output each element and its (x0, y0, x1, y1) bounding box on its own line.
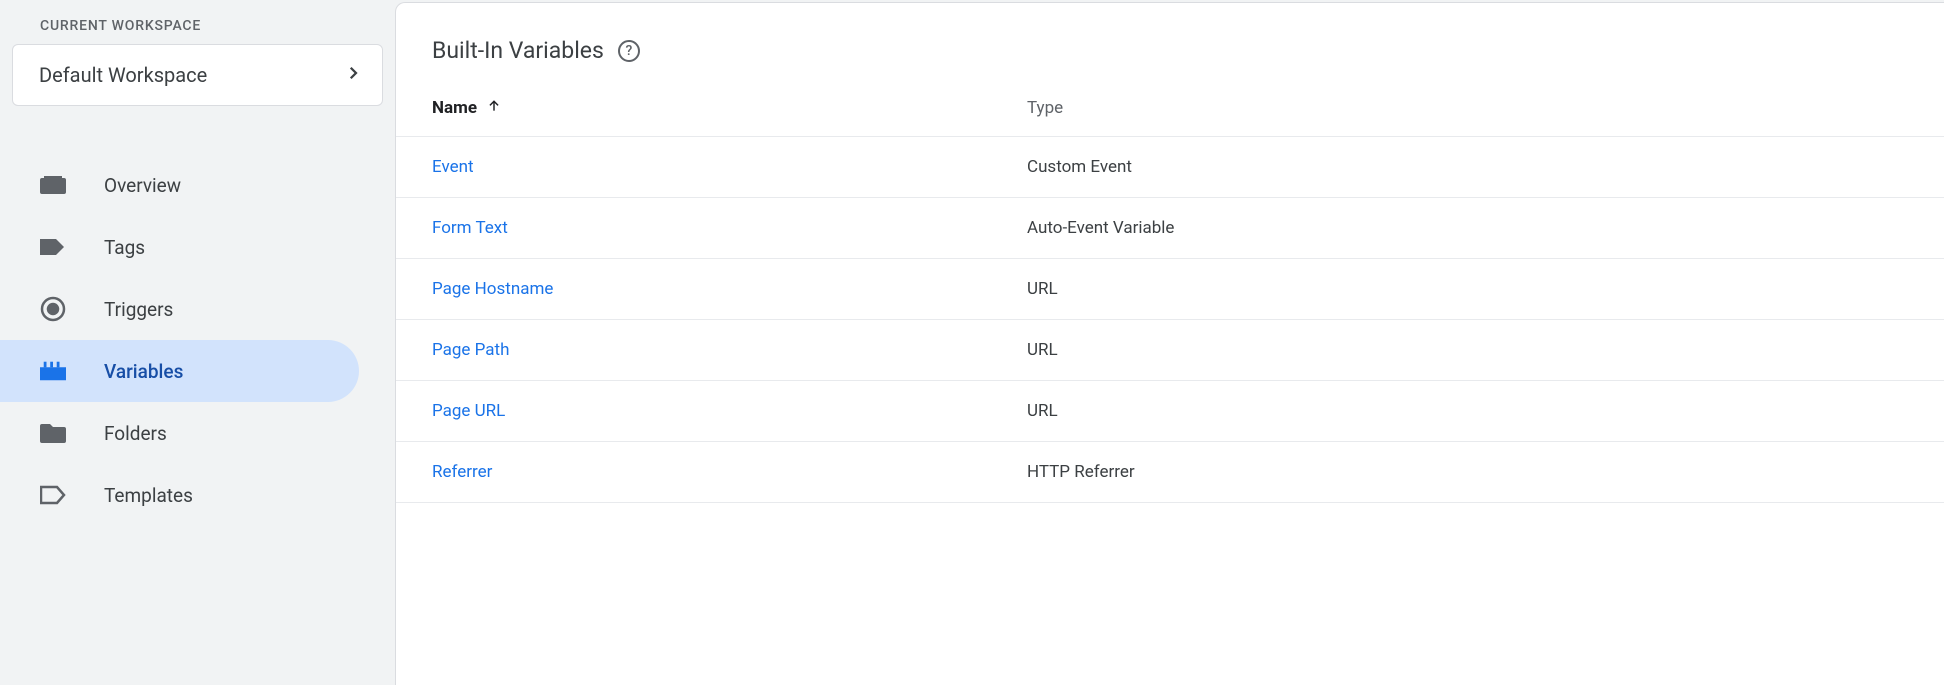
variable-link[interactable]: Referrer (432, 462, 492, 482)
variables-icon (40, 358, 66, 384)
main-panel: Built-In Variables ? Name Type Event Cus… (395, 2, 1944, 685)
table-row[interactable]: Form Text Auto-Event Variable (396, 198, 1944, 259)
nav-item-templates[interactable]: Templates (0, 464, 359, 526)
variable-link[interactable]: Page Hostname (432, 279, 553, 299)
workspace-selector[interactable]: Default Workspace (12, 44, 383, 106)
nav-label: Overview (104, 174, 181, 197)
nav-item-variables[interactable]: Variables (0, 340, 359, 402)
nav-item-overview[interactable]: Overview (0, 154, 359, 216)
column-type-header[interactable]: Type (1027, 98, 1063, 118)
table-row[interactable]: Page Path URL (396, 320, 1944, 381)
workspace-section-label: CURRENT WORKSPACE (0, 12, 395, 44)
trigger-icon (40, 296, 66, 322)
nav-item-tags[interactable]: Tags (0, 216, 359, 278)
variable-type: Custom Event (1027, 157, 1132, 177)
workspace-name: Default Workspace (39, 63, 207, 87)
nav-label: Triggers (104, 298, 173, 321)
nav-label: Variables (104, 360, 183, 383)
table-row[interactable]: Event Custom Event (396, 137, 1944, 198)
table-row[interactable]: Referrer HTTP Referrer (396, 442, 1944, 503)
nav-label: Templates (104, 484, 193, 507)
chevron-right-icon (344, 64, 362, 86)
nav-item-folders[interactable]: Folders (0, 402, 359, 464)
nav-list: Overview Tags Triggers (0, 154, 395, 526)
variable-link[interactable]: Page URL (432, 401, 505, 421)
variable-type: URL (1027, 340, 1058, 360)
overview-icon (40, 172, 66, 198)
table-row[interactable]: Page URL URL (396, 381, 1944, 442)
nav-item-triggers[interactable]: Triggers (0, 278, 359, 340)
table-row[interactable]: Page Hostname URL (396, 259, 1944, 320)
nav-label: Folders (104, 422, 167, 445)
variable-type: URL (1027, 279, 1058, 299)
variable-link[interactable]: Form Text (432, 218, 508, 238)
sort-ascending-icon (487, 99, 501, 117)
panel-header: Built-In Variables ? (396, 3, 1944, 98)
folder-icon (40, 420, 66, 446)
column-name-header[interactable]: Name (432, 98, 1027, 118)
variable-type: Auto-Event Variable (1027, 218, 1174, 238)
variable-type: HTTP Referrer (1027, 462, 1135, 482)
variable-link[interactable]: Page Path (432, 340, 509, 360)
tag-icon (40, 234, 66, 260)
sidebar: CURRENT WORKSPACE Default Workspace Over… (0, 0, 395, 685)
table-header: Name Type (396, 98, 1944, 137)
variable-link[interactable]: Event (432, 157, 474, 177)
column-type-text: Type (1027, 98, 1063, 118)
panel-title: Built-In Variables (432, 37, 604, 64)
template-icon (40, 482, 66, 508)
column-name-text: Name (432, 98, 477, 118)
nav-label: Tags (104, 236, 145, 259)
help-icon[interactable]: ? (618, 40, 640, 62)
variable-type: URL (1027, 401, 1058, 421)
